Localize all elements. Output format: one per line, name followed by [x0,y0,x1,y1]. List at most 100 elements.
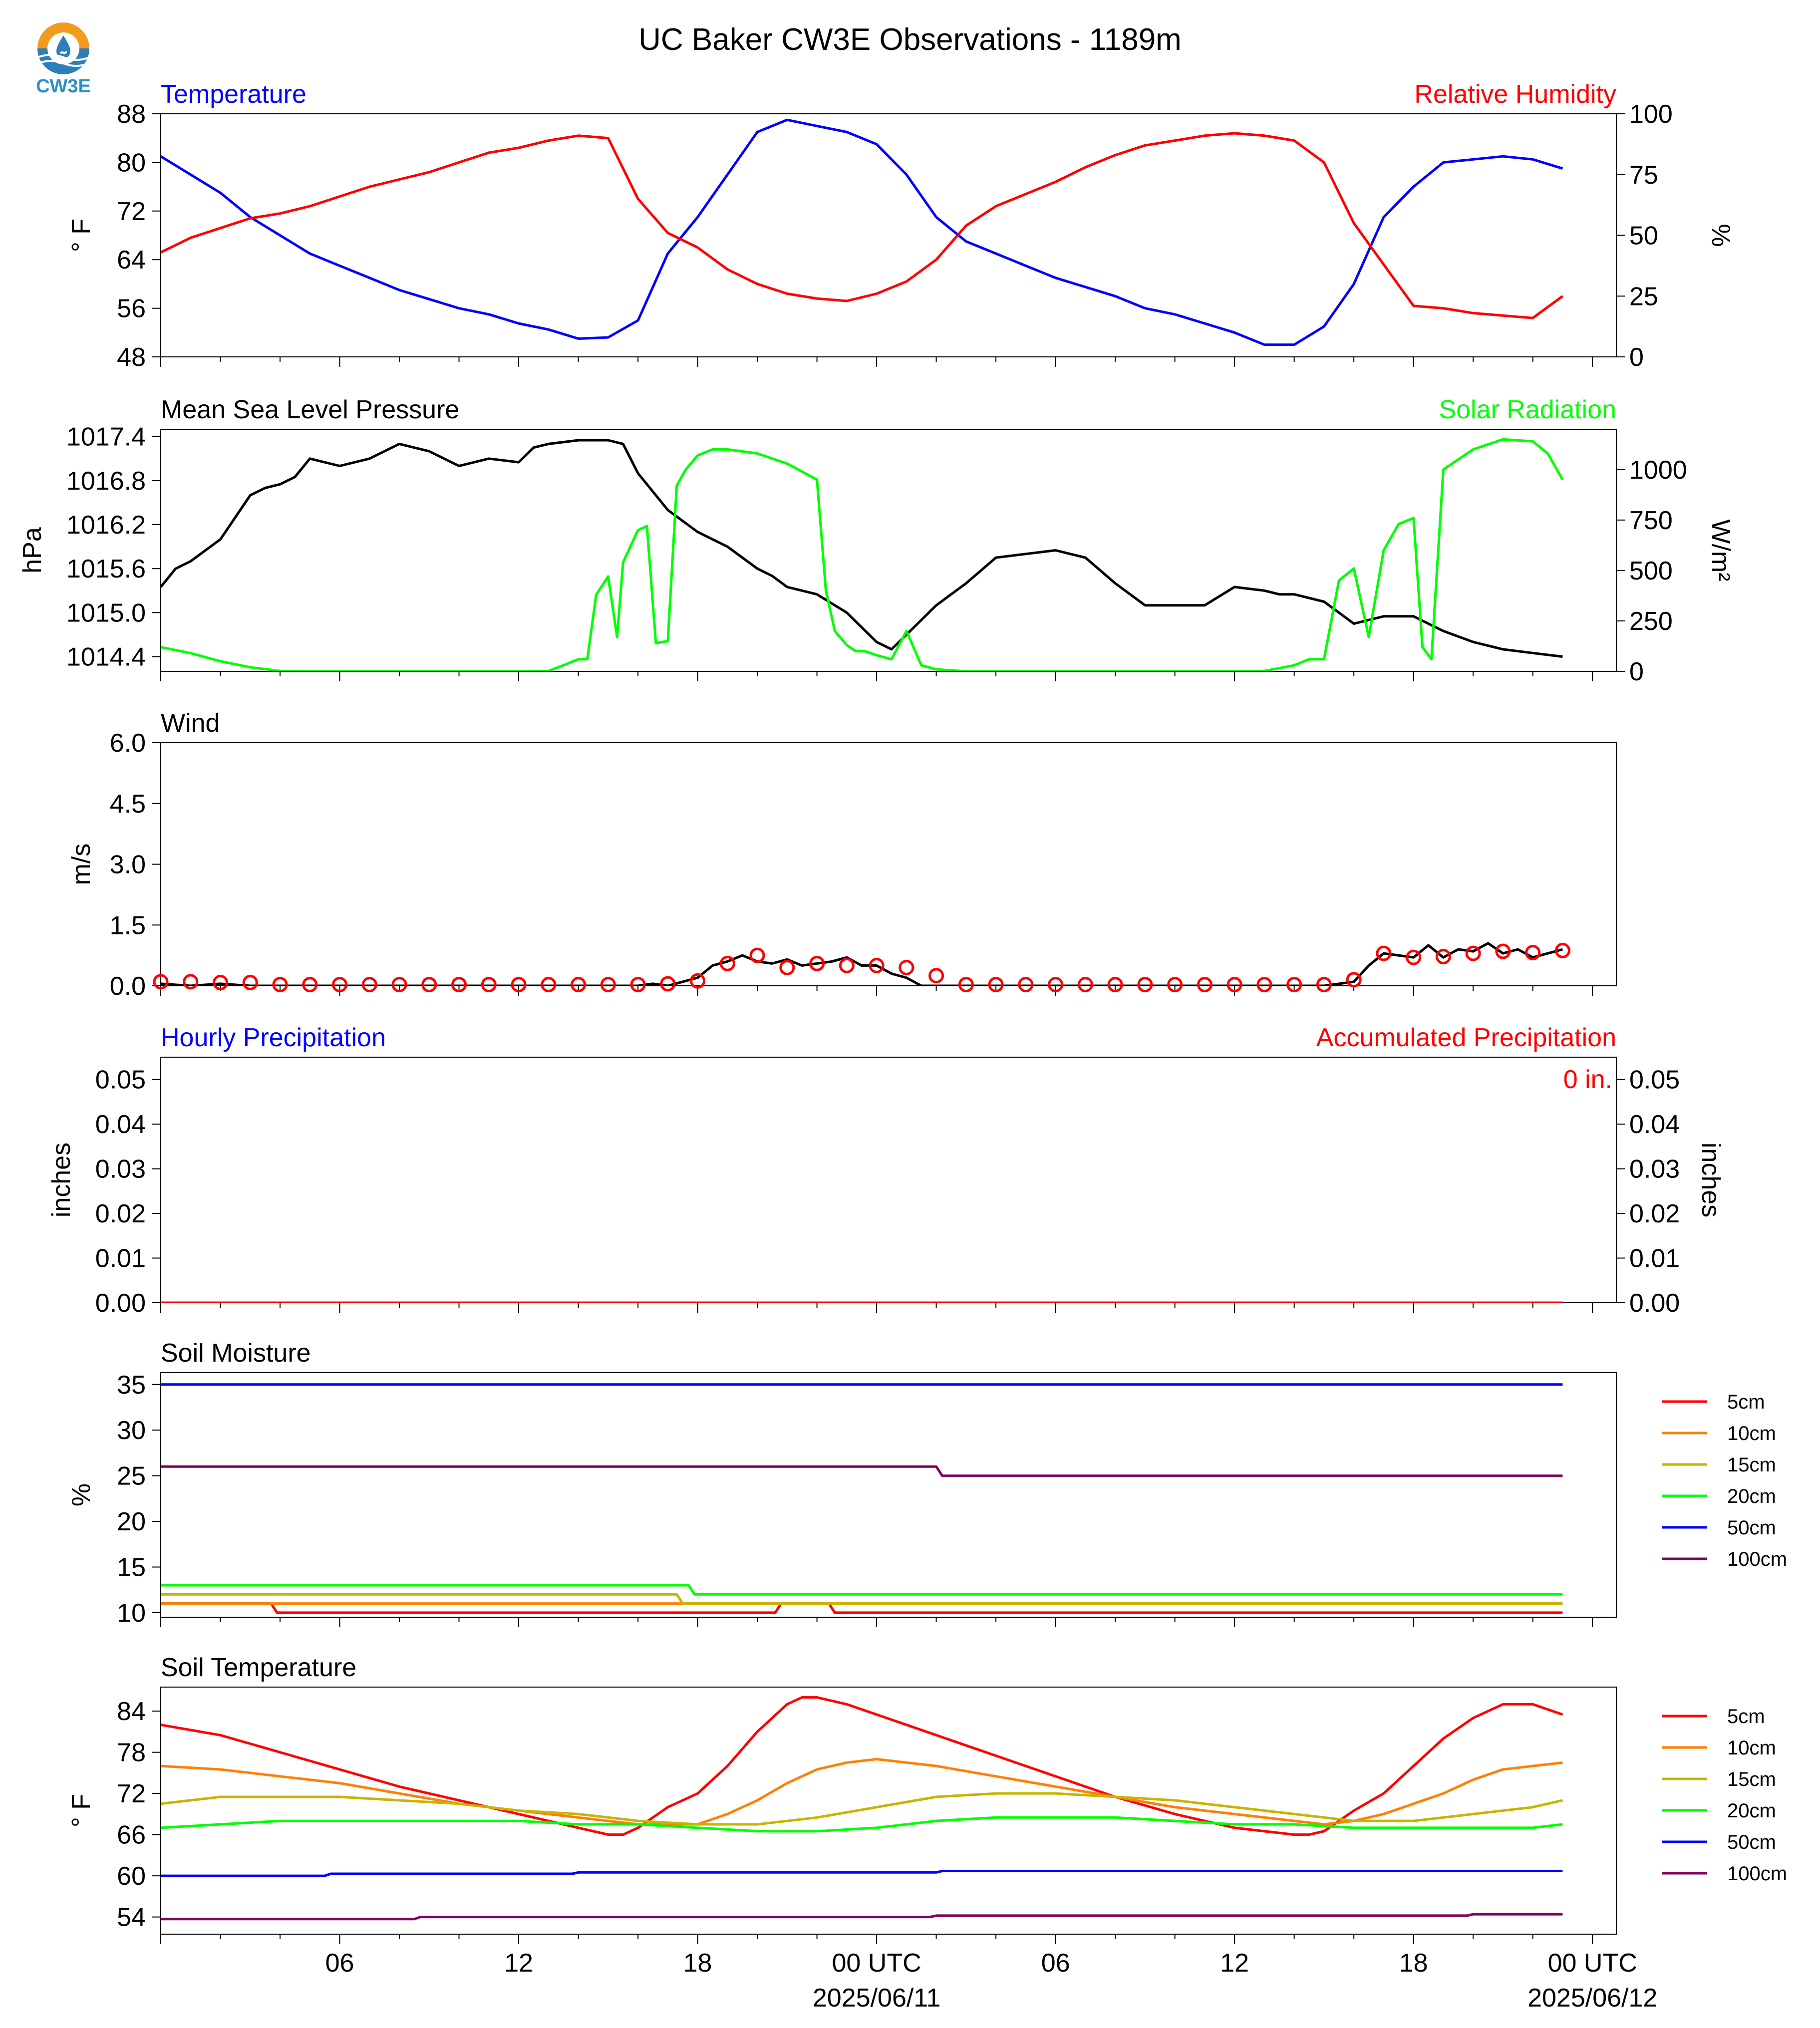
cw3e-logo: CW3E [27,17,112,102]
y-tick-label-left: 1016.2 [66,511,146,540]
legend-label-10cm: 10cm [1727,1423,1776,1445]
x-tick-label: 18 [1399,1949,1428,1978]
legend-label-100cm: 100cm [1727,1863,1787,1885]
x-tick-label: 06 [325,1949,354,1978]
y-tick-label-left: 6.0 [110,729,146,758]
panel-frame [160,1372,1617,1618]
panel-frame [160,429,1617,672]
logo-text: CW3E [36,76,91,97]
y-tick-label-left: 4.5 [110,790,146,819]
series-line-5cm [161,1696,1563,1836]
y-tick-label-right: 750 [1629,506,1673,535]
y-tick-label-left: 0.04 [95,1110,146,1139]
legend-label-20cm: 20cm [1727,1485,1776,1507]
y-tick-label-right: 0 [1629,343,1644,372]
y-tick-label-left: 10 [117,1599,146,1628]
x-date-label: 2025/06/12 [1527,1984,1657,2013]
wind-marker [1465,945,1481,961]
wind-marker [421,977,437,993]
y-tick-label-left: 1.5 [110,911,146,940]
wind-marker [958,977,974,993]
y-tick-label-left: 0.00 [95,1289,146,1318]
wind-marker [272,977,288,993]
series-line-100cm [161,1465,1563,1477]
y-tick-label-right: 75 [1629,161,1658,190]
wind-marker [839,957,855,973]
y-tick-label-left: 66 [117,1821,146,1850]
wind-marker [690,973,706,989]
y-tick-label-left: 64 [117,246,146,275]
wind-marker [749,947,765,963]
y-tick-label-left: 20 [117,1507,146,1536]
legend-label-15cm: 15cm [1727,1454,1776,1476]
x-tick-label: 18 [683,1949,712,1978]
legend-label-20cm: 20cm [1727,1800,1776,1822]
series-line-relative-humidity [161,132,1563,319]
legend-label-5cm: 5cm [1727,1391,1765,1413]
series-line-15cm [161,1792,1563,1826]
panel-title-left: Hourly Precipitation [161,1023,386,1052]
panel-frame [160,1687,1617,1935]
wind-marker [391,977,407,993]
y-tick-label-left: 25 [117,1462,146,1491]
panel-title-left: Mean Sea Level Pressure [161,395,459,424]
wind-marker [213,975,229,991]
y-tick-label-left: 48 [117,343,146,372]
legend-label-100cm: 100cm [1727,1548,1787,1570]
panel-title-left: Soil Temperature [161,1653,356,1682]
panel-5: Soil Moisture 35 30 25 20 15 10% 5cm 10cm 15cm 20c… [67,1339,1787,1628]
legend-label-15cm: 15cm [1727,1768,1776,1790]
series-line-100cm [161,1913,1563,1921]
y-tick-label-right: 1000 [1629,456,1687,485]
legend-label-5cm: 5cm [1727,1706,1765,1728]
wind-marker [660,976,676,992]
y-tick-label-right: 250 [1629,607,1673,636]
wind-marker [1376,945,1392,961]
wind-marker [361,977,377,993]
panel-frame [160,1057,1617,1303]
wind-marker [1316,977,1332,993]
y-tick-label-left: 78 [117,1738,146,1767]
panel-title-right: Accumulated Precipitation [1316,1023,1616,1052]
panel-4: Hourly Precipitation Accumulated Precipit… [47,1023,1725,1318]
y-tick-label-right: 0.02 [1629,1199,1680,1228]
wind-marker [1554,942,1570,958]
panel-frame [160,113,1617,357]
wind-marker [571,977,587,993]
series-line-10cm [161,1757,1563,1826]
y-tick-label-left: 0.05 [95,1066,146,1095]
wind-marker [1256,977,1272,993]
y-tick-label-left: 60 [117,1862,146,1891]
x-tick-label: 12 [1220,1949,1249,1978]
series-line-solar-radiation [161,438,1564,671]
wind-marker [1107,977,1123,993]
y-tick-label-left: 1015.6 [66,555,146,583]
wind-marker [1048,977,1064,993]
panel-title-left: Temperature [161,80,306,109]
panel-2: Mean Sea Level Pressure Solar Radiation 10… [18,395,1735,686]
wind-marker [1495,943,1511,959]
x-tick-label: 12 [504,1949,533,1978]
x-date-label: 2025/06/11 [813,1984,940,2013]
wind-marker [541,977,557,993]
wind-marker [1525,944,1541,960]
wind-marker [451,977,467,993]
y-tick-label-left: 35 [117,1371,146,1400]
series-line-15cm [161,1593,1563,1605]
wind-marker [899,959,914,975]
y-tick-label-right: 25 [1629,282,1658,311]
wind-marker [1435,949,1451,965]
wind-marker [779,959,795,975]
wind-marker [1406,949,1422,965]
panel-3: Wind 6.0 4.5 3.0 1.5 0.0 m/s [67,709,1617,1001]
wind-marker [242,975,258,991]
wind-marker [988,977,1004,993]
y-axis-label-right: inches [1696,1143,1725,1217]
wind-marker [1197,977,1213,993]
series-line-20cm [161,1816,1563,1833]
panel-title-left: Soil Moisture [161,1339,311,1368]
y-tick-label-left: 0.0 [110,972,146,1001]
y-tick-label-right: 0.00 [1629,1289,1680,1318]
series-line-temperature [161,118,1563,346]
y-tick-label-left: 56 [117,294,146,323]
